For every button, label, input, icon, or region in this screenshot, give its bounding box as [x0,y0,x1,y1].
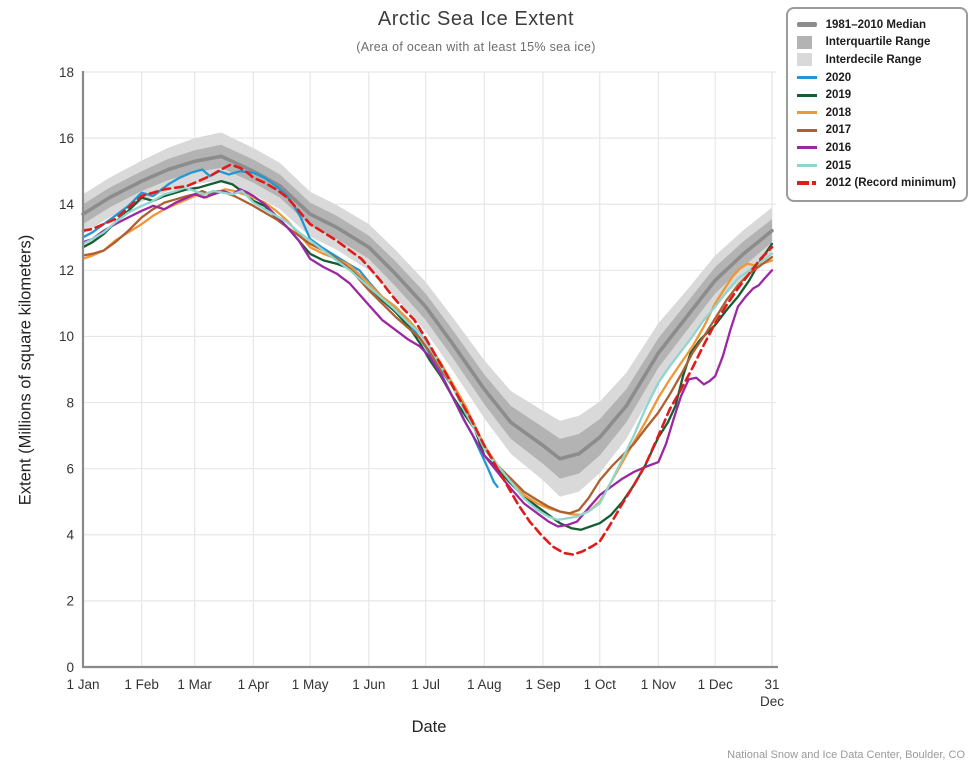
legend-label: 2018 [825,106,852,119]
x-tick-label: 1 May [292,677,329,692]
legend-swatch-icon [796,35,819,49]
series-line-2012[interactable] [81,163,774,556]
series-line-2016[interactable] [81,188,774,528]
x-tick-label: 1 Mar [177,677,212,692]
x-tick-label: 1 Feb [124,677,159,692]
chart-title: Arctic Sea Ice Extent [377,8,575,30]
chart-subtitle: (Area of ocean with at least 15% sea ice… [356,40,596,54]
legend-label: 2017 [825,124,852,137]
x-tick-label: 1 Dec [698,677,734,692]
y-tick-label: 0 [66,660,74,675]
legend-item-2015[interactable]: 2015 [796,157,956,175]
x-tick-label: 1 Oct [584,677,617,692]
x-tick-label: 1 Nov [641,677,677,692]
legend-item-1981–2010[interactable]: 1981–2010 Median [796,16,956,34]
legend-item-2017[interactable]: 2017 [796,122,956,140]
x-tick-label: 31 [764,677,779,692]
legend-swatch-icon [796,111,819,115]
legend-swatch-icon [796,164,819,168]
x-tick-label-line2: Dec [760,694,784,709]
legend-box: 1981–2010 Median Interquartile Range Inter… [785,7,968,202]
y-tick-label: 12 [59,263,74,278]
y-tick-label: 10 [59,329,74,344]
footer-credit: National Snow and Ice Data Center, Bould… [727,749,965,761]
legend-label: 2016 [825,141,852,154]
legend-label: 2012 (Record minimum) [825,177,956,190]
legend-label: Interquartile Range [825,36,931,49]
legend-item-2018[interactable]: 2018 [796,104,956,122]
legend-item-2020[interactable]: 2020 [796,69,956,87]
legend-label: Interdecile Range [825,53,922,66]
median-line[interactable] [81,154,774,461]
x-tick-label: 1 Jun [352,677,385,692]
legend-label: 1981–2010 Median [825,18,926,31]
legend-swatch-icon [796,146,819,150]
y-tick-label: 4 [66,528,74,543]
legend-swatch-icon [796,76,819,80]
legend-item-2019[interactable]: 2019 [796,86,956,104]
y-axis-title: Extent (Millions of square kilometers) [16,234,35,506]
legend-swatch-icon [796,53,819,67]
series-line-2015[interactable] [81,186,774,522]
y-tick-label: 2 [66,594,74,609]
legend-item-2012[interactable]: 2012 (Record minimum) [796,174,956,192]
x-tick-label: 1 Jan [66,677,99,692]
legend-item-interdecile[interactable]: Interdecile Range [796,51,956,69]
y-tick-label: 14 [59,197,75,212]
legend-swatch-icon [796,93,819,97]
legend-label: 2015 [825,159,852,172]
x-tick-label: 1 Jul [411,677,440,692]
legend-item-2016[interactable]: 2016 [796,139,956,157]
x-axis-title: Date [411,718,447,736]
x-tick-label: 1 Sep [525,677,560,692]
y-tick-label: 18 [59,65,74,80]
legend-swatch-icon [796,128,819,132]
legend-item-interquartile[interactable]: Interquartile Range [796,34,956,52]
legend-swatch-icon [796,22,819,28]
x-tick-label: 1 Apr [238,677,270,692]
y-tick-label: 16 [59,131,74,146]
legend-label: 2019 [825,89,852,102]
y-tick-label: 6 [66,461,74,476]
y-tick-label: 8 [66,395,74,410]
legend-label: 2020 [825,71,852,84]
x-tick-label: 1 Aug [467,677,502,692]
legend-swatch-icon [796,181,819,185]
